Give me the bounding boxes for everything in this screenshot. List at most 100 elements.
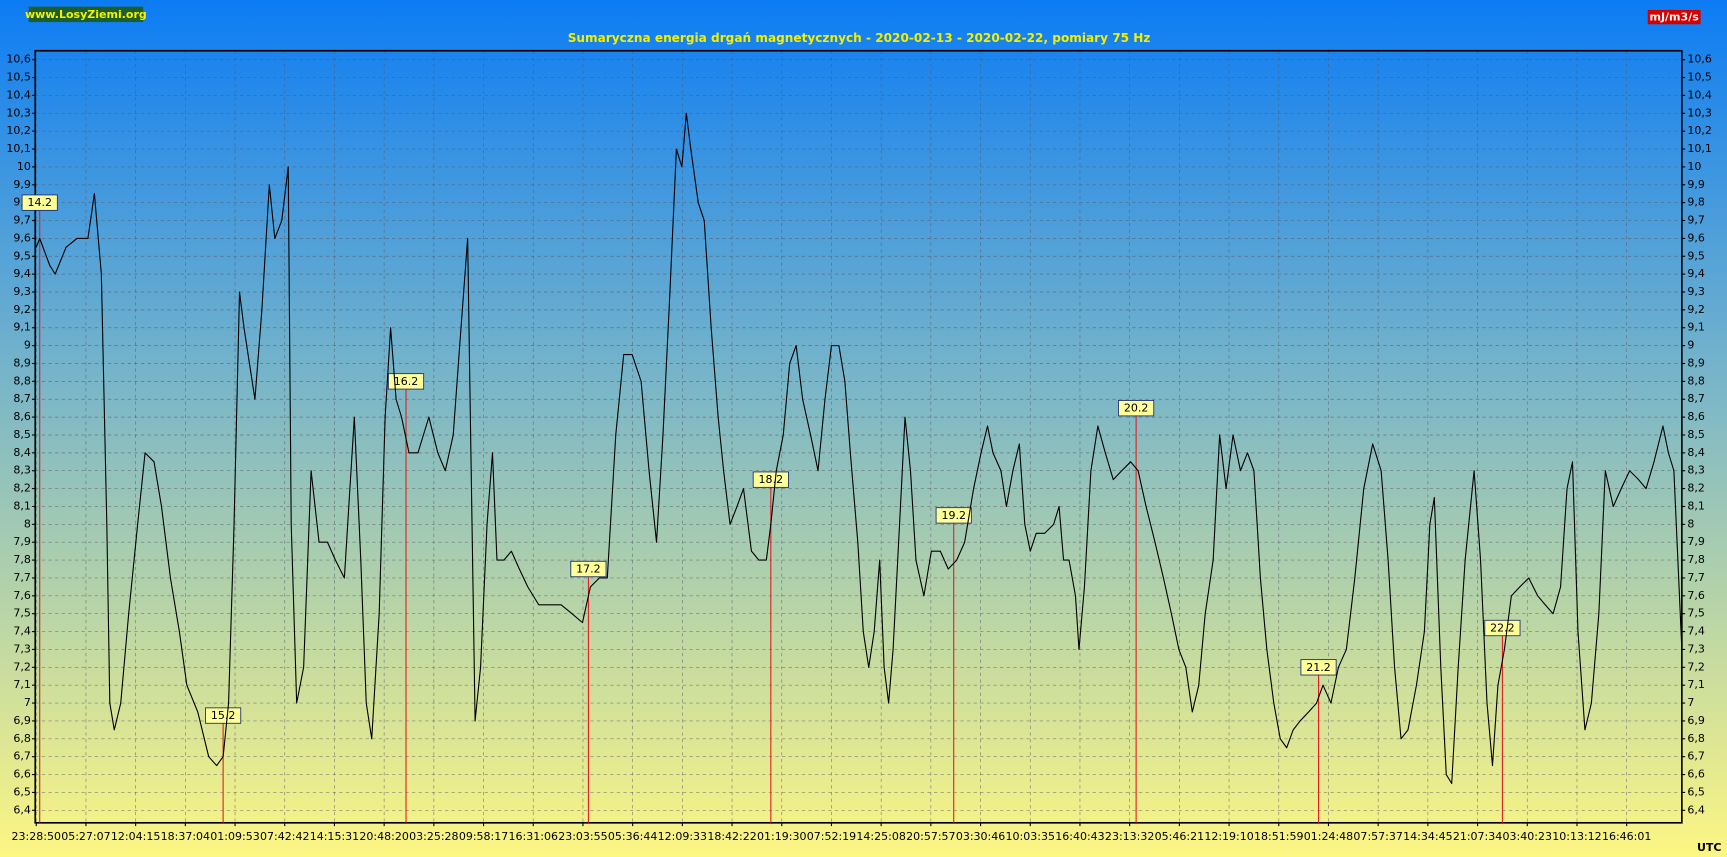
y-tick-label: 7,1	[13, 678, 31, 691]
y2-tick-label: 9,7	[1687, 214, 1705, 227]
x-tick-label: 14:25:08	[856, 830, 905, 843]
y-tick-label: 9,7	[13, 214, 31, 227]
day-label-box	[1484, 619, 1521, 637]
x-tick-label: 01:19:30	[757, 830, 806, 843]
day-label-box	[752, 471, 789, 488]
x-tick-label: 10:13:12	[1552, 830, 1601, 843]
y2-tick-label: 9,1	[1687, 321, 1705, 334]
x-tick-label: 23:13:32	[1105, 830, 1154, 843]
x-axis-label: UTC	[1697, 841, 1722, 854]
y2-tick-label: 8,7	[1687, 392, 1705, 405]
x-tick-label: 23:03:55	[558, 830, 607, 843]
y-tick-label: 6,9	[13, 714, 31, 727]
y-tick-label: 9	[24, 339, 31, 352]
y-tick-label: 7	[24, 696, 31, 709]
y2-tick-label: 9,4	[1687, 267, 1705, 280]
y2-tick-label: 6,5	[1687, 785, 1705, 798]
y2-tick-label: 7,7	[1687, 571, 1705, 584]
y2-tick-label: 10	[1687, 160, 1701, 173]
y-tick-label: 6,7	[13, 750, 31, 763]
day-label-box	[21, 194, 58, 211]
y2-tick-label: 10,3	[1687, 106, 1712, 119]
x-tick-label: 07:57:37	[1353, 830, 1402, 843]
x-tick-label: 05:46:21	[1155, 830, 1204, 843]
y2-tick-label: 8	[1687, 517, 1694, 530]
y-tick-label: 10,2	[6, 124, 31, 137]
y-tick-label: 8,2	[13, 482, 31, 495]
y-tick-label: 10,5	[6, 71, 31, 84]
x-tick-label: 12:19:10	[1204, 830, 1253, 843]
y-tick-label: 6,8	[13, 732, 31, 745]
y2-tick-label: 8,4	[1687, 446, 1705, 459]
x-tick-label: 18:42:22	[707, 830, 756, 843]
day-label-box	[1118, 400, 1155, 417]
y-tick-label: 6,6	[13, 768, 31, 781]
y-tick-label: 7,2	[13, 660, 31, 673]
y-tick-label: 7,9	[13, 535, 31, 548]
y2-tick-label: 7,8	[1687, 553, 1705, 566]
y2-tick-label: 6,8	[1687, 732, 1705, 745]
y2-tick-label: 7,1	[1687, 678, 1705, 691]
y-tick-label: 8,3	[13, 464, 31, 477]
y-tick-label: 8,9	[13, 356, 31, 369]
day-label-box	[935, 507, 972, 524]
x-tick-label: 16:31:06	[509, 830, 558, 843]
unit: mJ/m3/s	[1649, 11, 1699, 24]
unit-badge	[1647, 9, 1701, 25]
y2-tick-label: 8,3	[1687, 464, 1705, 477]
y-tick-label: 9,5	[13, 249, 31, 262]
x-tick-label: 23:28:50	[12, 830, 61, 843]
day-label: 16.2	[394, 375, 419, 388]
y-tick-label: 7,4	[13, 625, 31, 638]
y-tick-label: 10,3	[6, 106, 31, 119]
y2-tick-label: 10,5	[1687, 71, 1712, 84]
x-tick-label: 12:09:33	[658, 830, 707, 843]
day-label-box	[205, 707, 242, 724]
day-label: 22.2	[1490, 622, 1515, 635]
y-tick-label: 9,9	[13, 178, 31, 191]
y-tick-label: 7,8	[13, 553, 31, 566]
x-tick-label: 14:15:31	[310, 830, 359, 843]
y-tick-label: 10,1	[6, 142, 31, 155]
y2-tick-label: 8,5	[1687, 428, 1705, 441]
y-tick-label: 10,4	[6, 88, 31, 101]
y-tick-label: 8	[24, 517, 31, 530]
day-label: 21.2	[1306, 661, 1331, 674]
day-label: 18.2	[759, 473, 784, 486]
source-badge	[28, 6, 144, 23]
x-tick-label: 14:34:45	[1403, 830, 1452, 843]
x-tick-label: 05:36:44	[608, 830, 657, 843]
y-tick-label: 9,3	[13, 285, 31, 298]
y2-tick-label: 8,6	[1687, 410, 1705, 423]
y2-tick-label: 7,3	[1687, 642, 1705, 655]
y-tick-label: 8,8	[13, 374, 31, 387]
y-tick-label: 8,1	[13, 499, 31, 512]
y2-tick-label: 7,6	[1687, 589, 1705, 602]
day-label: 14.2	[27, 196, 52, 209]
y-tick-label: 9,4	[13, 267, 31, 280]
y2-tick-label: 7	[1687, 696, 1694, 709]
y-tick-label: 7,6	[13, 589, 31, 602]
x-tick-label: 01:24:48	[1304, 830, 1353, 843]
y2-tick-label: 9	[1687, 339, 1694, 352]
y2-tick-label: 6,7	[1687, 750, 1705, 763]
y-tick-label: 10,6	[6, 53, 31, 66]
y-tick-label: 6,5	[13, 785, 31, 798]
x-tick-label: 16:46:01	[1602, 830, 1651, 843]
y-tick-label: 10	[17, 160, 31, 173]
day-label-box	[570, 560, 607, 578]
y-tick-label: 7,3	[13, 642, 31, 655]
y2-tick-label: 7,9	[1687, 535, 1705, 548]
x-tick-label: 21:07:34	[1453, 830, 1502, 843]
day-label-box	[387, 373, 425, 390]
x-tick-label: 18:37:04	[161, 830, 210, 843]
x-tick-label: 12:04:15	[111, 830, 160, 843]
y2-tick-label: 6,9	[1687, 714, 1705, 727]
y2-tick-label: 9,8	[1687, 196, 1705, 209]
y2-tick-label: 10,4	[1687, 88, 1712, 101]
y-tick-label: 6,4	[13, 803, 31, 816]
day-label: 15.2	[211, 709, 236, 722]
y-tick-label: 9,6	[13, 231, 31, 244]
